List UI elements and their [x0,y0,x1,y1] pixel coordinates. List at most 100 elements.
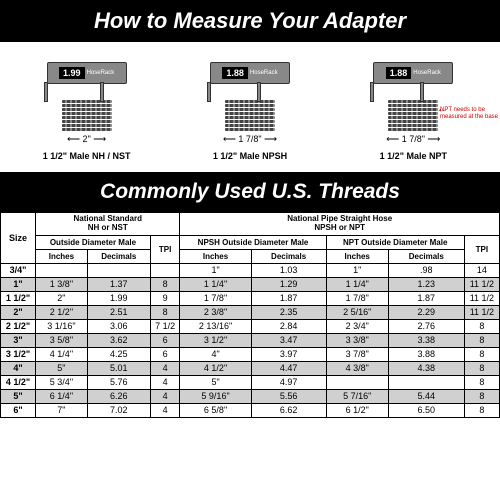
table-cell: 3 7/8" [326,347,388,361]
table-cell: 8 [464,403,499,417]
diagram-0: 1.99HoseRack⟵ 2" ⟶1 1/2" Male NH / NST [5,52,168,161]
table-cell: 2 5/16" [326,305,388,319]
table-cell: 1 7/8" [180,291,251,305]
col-inches1: Inches [36,249,88,263]
table-cell: 2.76 [388,319,464,333]
table-cell: 3.97 [251,347,326,361]
table-cell: 8 [464,361,499,375]
table-cell: 4.38 [388,361,464,375]
caliper-icon: 1.88HoseRack [358,52,468,102]
table-cell: 3 3/8" [326,333,388,347]
caliper-brand: HoseRack [413,70,441,76]
table-cell: 4.97 [251,375,326,389]
table-cell: 4.25 [87,347,150,361]
table-cell: 3/4" [1,263,36,277]
thread-icon [225,100,275,132]
table-cell: 2 1/2" [1,319,36,333]
table-cell: 5 7/16" [326,389,388,403]
caliper-brand: HoseRack [250,70,278,76]
table-cell: 1 1/2" [1,291,36,305]
table-row: 4 1/2"5 3/4"5.7645"4.978 [1,375,500,389]
table-row: 1"1 3/8"1.3781 1/4"1.291 1/4"1.2311 1/2 [1,277,500,291]
table-cell: 2.51 [87,305,150,319]
caliper-icon: 1.88HoseRack [195,52,305,102]
table-row: 3"3 5/8"3.6263 1/2"3.473 3/8"3.388 [1,333,500,347]
table-cell: 3 1/16" [36,319,88,333]
table-cell: 8 [464,333,499,347]
table-cell: 14 [464,263,499,277]
table-cell: 5" [180,375,251,389]
table-cell: .98 [388,263,464,277]
diagram-2: 1.88HoseRack⟵ 1 7/8" ⟶←NPT needs to be m… [332,52,495,161]
table-cell: 2.35 [251,305,326,319]
table-cell: 1.37 [87,277,150,291]
npt-note: NPT needs to be measured at the base [440,107,500,120]
table-cell: 1" [1,277,36,291]
table-cell: 1 3/8" [36,277,88,291]
table-title: Commonly Used U.S. Threads [0,172,500,212]
table-cell: 3.88 [388,347,464,361]
table-cell: 5" [36,361,88,375]
col-tpi2: TPI [464,235,499,263]
table-cell: 6 1/4" [36,389,88,403]
table-cell: 6.62 [251,403,326,417]
diagram-caption: 1 1/2" Male NPSH [168,151,331,161]
table-cell: 9 [150,291,180,305]
thread-icon [388,100,438,132]
table-cell: 6 5/8" [180,403,251,417]
table-cell: 8 [464,347,499,361]
table-cell: 1" [326,263,388,277]
table-cell: 3 1/2" [180,333,251,347]
table-cell: 7" [36,403,88,417]
col-group-npsh: National Pipe Straight Hose NPSH or NPT [180,213,500,236]
table-cell: 4 [150,375,180,389]
table-cell: 4 [150,389,180,403]
table-cell: 2 13/16" [180,319,251,333]
table-cell: 4 3/8" [326,361,388,375]
table-cell: 1.29 [251,277,326,291]
table-cell: 1 7/8" [326,291,388,305]
caliper-reading: 1.88 [386,67,412,79]
diagram-caption: 1 1/2" Male NPT [332,151,495,161]
table-cell: 4" [180,347,251,361]
table-cell: 6.26 [87,389,150,403]
table-cell: 3" [1,333,36,347]
table-cell [388,375,464,389]
table-cell: 11 1/2 [464,305,499,319]
col-inches3: Inches [326,249,388,263]
table-cell: 3 1/2" [1,347,36,361]
table-cell: 2 3/8" [180,305,251,319]
col-odm1: Outside Diameter Male [36,235,151,249]
table-cell: 6 [150,347,180,361]
table-cell: 4 [150,361,180,375]
table-cell: 1 1/4" [180,277,251,291]
table-cell: 3.62 [87,333,150,347]
table-cell: 1 1/4" [326,277,388,291]
table-cell: 1" [180,263,251,277]
table-cell: 1.99 [87,291,150,305]
dimension-label: ⟵ 1 7/8" ⟶ [223,134,277,145]
col-dec2: Decimals [251,249,326,263]
table-cell: 6 [150,333,180,347]
thread-icon [62,100,112,132]
table-cell: 5.76 [87,375,150,389]
table-cell: 1.87 [388,291,464,305]
table-cell: 2 3/4" [326,319,388,333]
table-cell: 6.50 [388,403,464,417]
table-cell: 3.06 [87,319,150,333]
table-row: 2"2 1/2"2.5182 3/8"2.352 5/16"2.2911 1/2 [1,305,500,319]
table-cell: 4 [150,403,180,417]
dimension-label: ⟵ 2" ⟶ [67,134,106,145]
col-tpi1: TPI [150,235,180,263]
table-cell: 4 1/4" [36,347,88,361]
table-cell: 1.87 [251,291,326,305]
col-dec3: Decimals [388,249,464,263]
table-cell: 6" [1,403,36,417]
diagram-caption: 1 1/2" Male NH / NST [5,151,168,161]
table-cell: 8 [464,375,499,389]
table-cell: 5.56 [251,389,326,403]
table-cell: 4 1/2" [1,375,36,389]
caliper-brand: HoseRack [87,70,115,76]
table-cell: 3.47 [251,333,326,347]
dimension-label: ⟵ 1 7/8" ⟶ [386,134,440,145]
